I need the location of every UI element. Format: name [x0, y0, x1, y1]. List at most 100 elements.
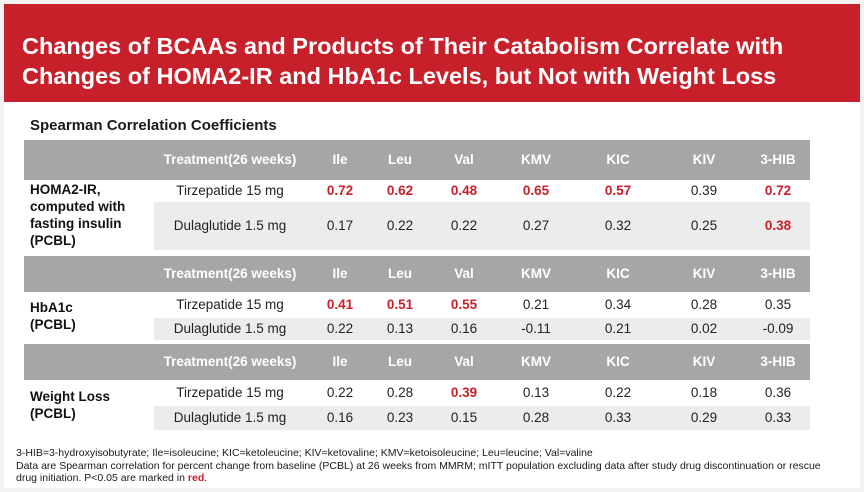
header-treatment: Treatment (26 weeks) [160, 256, 300, 292]
footnote-red-word: red [187, 472, 205, 484]
footnote: 3-HIB=3-hydroxyisobutyrate; Ile=isoleuci… [16, 447, 846, 485]
table-subheading: Spearman Correlation Coefficients [30, 117, 277, 134]
header-treatment-line-2: (26 weeks) [228, 266, 297, 281]
header-leu: Leu [387, 152, 412, 167]
section-label-line: HOMA2-IR, [30, 182, 101, 197]
value-cell: 0.21 [604, 321, 632, 336]
header-kic: KIC [606, 266, 630, 281]
treatment-cell: Tirzepatide 15 mg [176, 385, 284, 400]
value-cell: 0.33 [604, 410, 632, 425]
section-label: HbA1c (PCBL) [24, 292, 150, 340]
value-cell: 0.22 [450, 218, 478, 233]
value-cell: 0.17 [326, 218, 354, 233]
value-cell: 0.22 [326, 385, 354, 400]
header-3-hib: 3-HIB [760, 266, 796, 281]
header-treatment-line-2: (26 weeks) [228, 152, 297, 167]
header-kiv: KIV [692, 152, 716, 167]
value-cell: 0.51 [386, 297, 414, 312]
header-val: Val [454, 152, 474, 167]
header-kic: KIC [606, 354, 630, 369]
header-treatment-line-1: Treatment [163, 266, 229, 281]
section-label-line: fasting insulin [30, 216, 122, 231]
value-cell: 0.23 [386, 410, 414, 425]
slide: Changes of BCAAs and Products of Their C… [4, 4, 860, 488]
value-cell: 0.18 [690, 385, 718, 400]
value-cell: 0.29 [690, 410, 718, 425]
value-cell: 0.32 [604, 218, 632, 233]
value-cell: 0.22 [604, 385, 632, 400]
header-kiv: KIV [692, 354, 716, 369]
value-cell: 0.39 [690, 183, 718, 198]
table-row-band [154, 406, 810, 430]
value-cell: 0.02 [690, 321, 718, 336]
value-cell: 0.41 [326, 297, 354, 312]
value-cell: 0.16 [326, 410, 354, 425]
treatment-cell: Dulaglutide 1.5 mg [173, 218, 287, 233]
value-cell: 0.39 [450, 385, 478, 400]
value-cell: 0.38 [764, 218, 792, 233]
footnote-significance-text: drug initiation. P<0.05 are marked in [16, 472, 188, 484]
footnote-significance: drug initiation. P<0.05 are marked in re… [16, 472, 846, 485]
header-kiv: KIV [692, 266, 716, 281]
table-header-row: Treatment (26 weeks) Ile Leu Val KMV KIC KIV 3-H… [24, 344, 810, 380]
value-cell: -0.11 [521, 321, 551, 336]
title-bar: Changes of BCAAs and Products of Their C… [4, 4, 860, 102]
footnote-period: . [204, 472, 208, 484]
value-cell: 0.16 [450, 321, 478, 336]
header-val: Val [454, 266, 474, 281]
table-header-row: Treatment (26 weeks) Ile Leu Val KMV KIC KIV 3-H… [24, 140, 810, 180]
header-ile: Ile [332, 152, 348, 167]
header-kmv: KMV [521, 266, 551, 281]
table-row-band [154, 318, 810, 340]
header-leu: Leu [387, 266, 412, 281]
header-kmv: KMV [521, 152, 551, 167]
value-cell: 0.21 [522, 297, 550, 312]
header-3-hib: 3-HIB [760, 152, 796, 167]
value-cell: 0.72 [764, 183, 792, 198]
value-cell: 0.28 [386, 385, 414, 400]
value-cell: 0.33 [764, 410, 792, 425]
value-cell: 0.72 [326, 183, 354, 198]
header-kic: KIC [606, 152, 630, 167]
header-val: Val [454, 354, 474, 369]
header-treatment-line-2: (26 weeks) [228, 354, 297, 369]
treatment-cell: Tirzepatide 15 mg [176, 183, 284, 198]
header-treatment: Treatment (26 weeks) [160, 344, 300, 380]
value-cell: 0.62 [386, 183, 414, 198]
value-cell: 0.28 [690, 297, 718, 312]
value-cell: 0.22 [386, 218, 414, 233]
value-cell: 0.25 [690, 218, 718, 233]
section-label-line: HbA1c [30, 300, 73, 315]
header-ile: Ile [332, 354, 348, 369]
treatment-cell: Dulaglutide 1.5 mg [173, 410, 287, 425]
footnote-methods: Data are Spearman correlation for percen… [16, 459, 821, 472]
footnote-abbreviations: 3-HIB=3-hydroxyisobutyrate; Ile=isoleuci… [16, 447, 593, 459]
value-cell: 0.15 [450, 410, 478, 425]
value-cell: 0.27 [522, 218, 550, 233]
table-row-band [154, 202, 810, 250]
header-kmv: KMV [521, 354, 551, 369]
treatment-cell: Tirzepatide 15 mg [176, 297, 284, 312]
section-label: Weight Loss (PCBL) [24, 380, 150, 430]
table-header-row: Treatment (26 weeks) Ile Leu Val KMV KIC KIV 3-H… [24, 256, 810, 292]
value-cell: 0.65 [522, 183, 550, 198]
value-cell: 0.13 [522, 385, 550, 400]
slide-title-line-1: Changes of BCAAs and Products of Their C… [22, 33, 784, 59]
slide-title-line-2: Changes of HOMA2-IR and HbA1c Levels, bu… [22, 63, 777, 89]
value-cell: -0.09 [762, 321, 794, 336]
value-cell: 0.48 [450, 183, 478, 198]
section-label-line: (PCBL) [30, 233, 76, 248]
section-label: HOMA2-IR, computed with fasting insulin (PC… [24, 180, 150, 250]
section-label-line: computed with [30, 199, 126, 214]
section-label-line: (PCBL) [30, 317, 76, 332]
value-cell: 0.35 [764, 297, 792, 312]
header-leu: Leu [387, 354, 412, 369]
value-cell: 0.34 [604, 297, 632, 312]
value-cell: 0.36 [764, 385, 792, 400]
header-ile: Ile [332, 266, 348, 281]
section-label-line: Weight Loss [30, 389, 111, 404]
header-3-hib: 3-HIB [760, 354, 796, 369]
section-label-line: (PCBL) [30, 406, 76, 421]
treatment-cell: Dulaglutide 1.5 mg [173, 321, 287, 336]
header-treatment: Treatment (26 weeks) [160, 140, 300, 180]
